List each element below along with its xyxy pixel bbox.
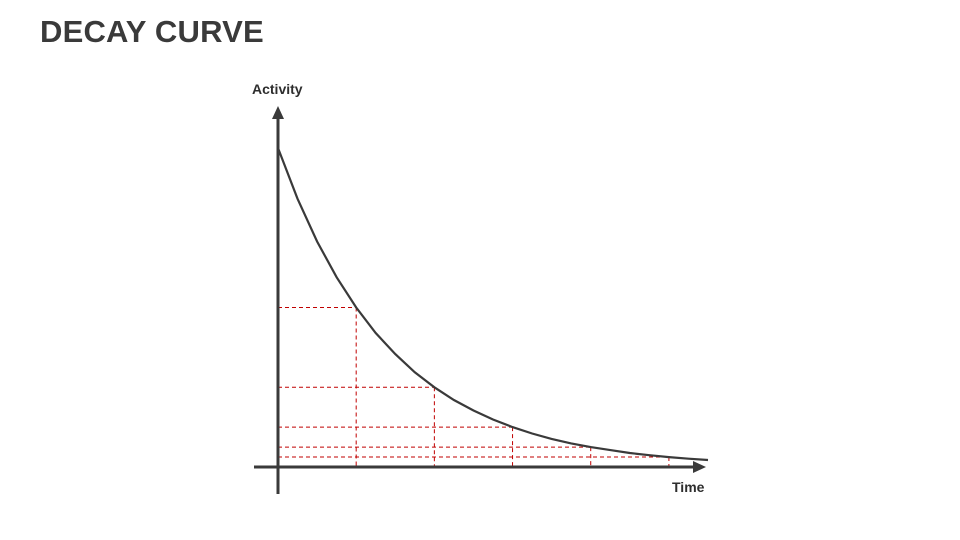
decay-curve-line — [276, 147, 709, 462]
y-axis-label: Activity — [252, 81, 303, 97]
y-axis-arrowhead — [272, 106, 284, 119]
x-axis-label: Time — [672, 479, 705, 495]
axes — [254, 106, 706, 494]
page-title: DECAY CURVE — [40, 14, 264, 49]
guide-lines — [278, 307, 670, 467]
x-axis-arrowhead — [693, 461, 706, 473]
